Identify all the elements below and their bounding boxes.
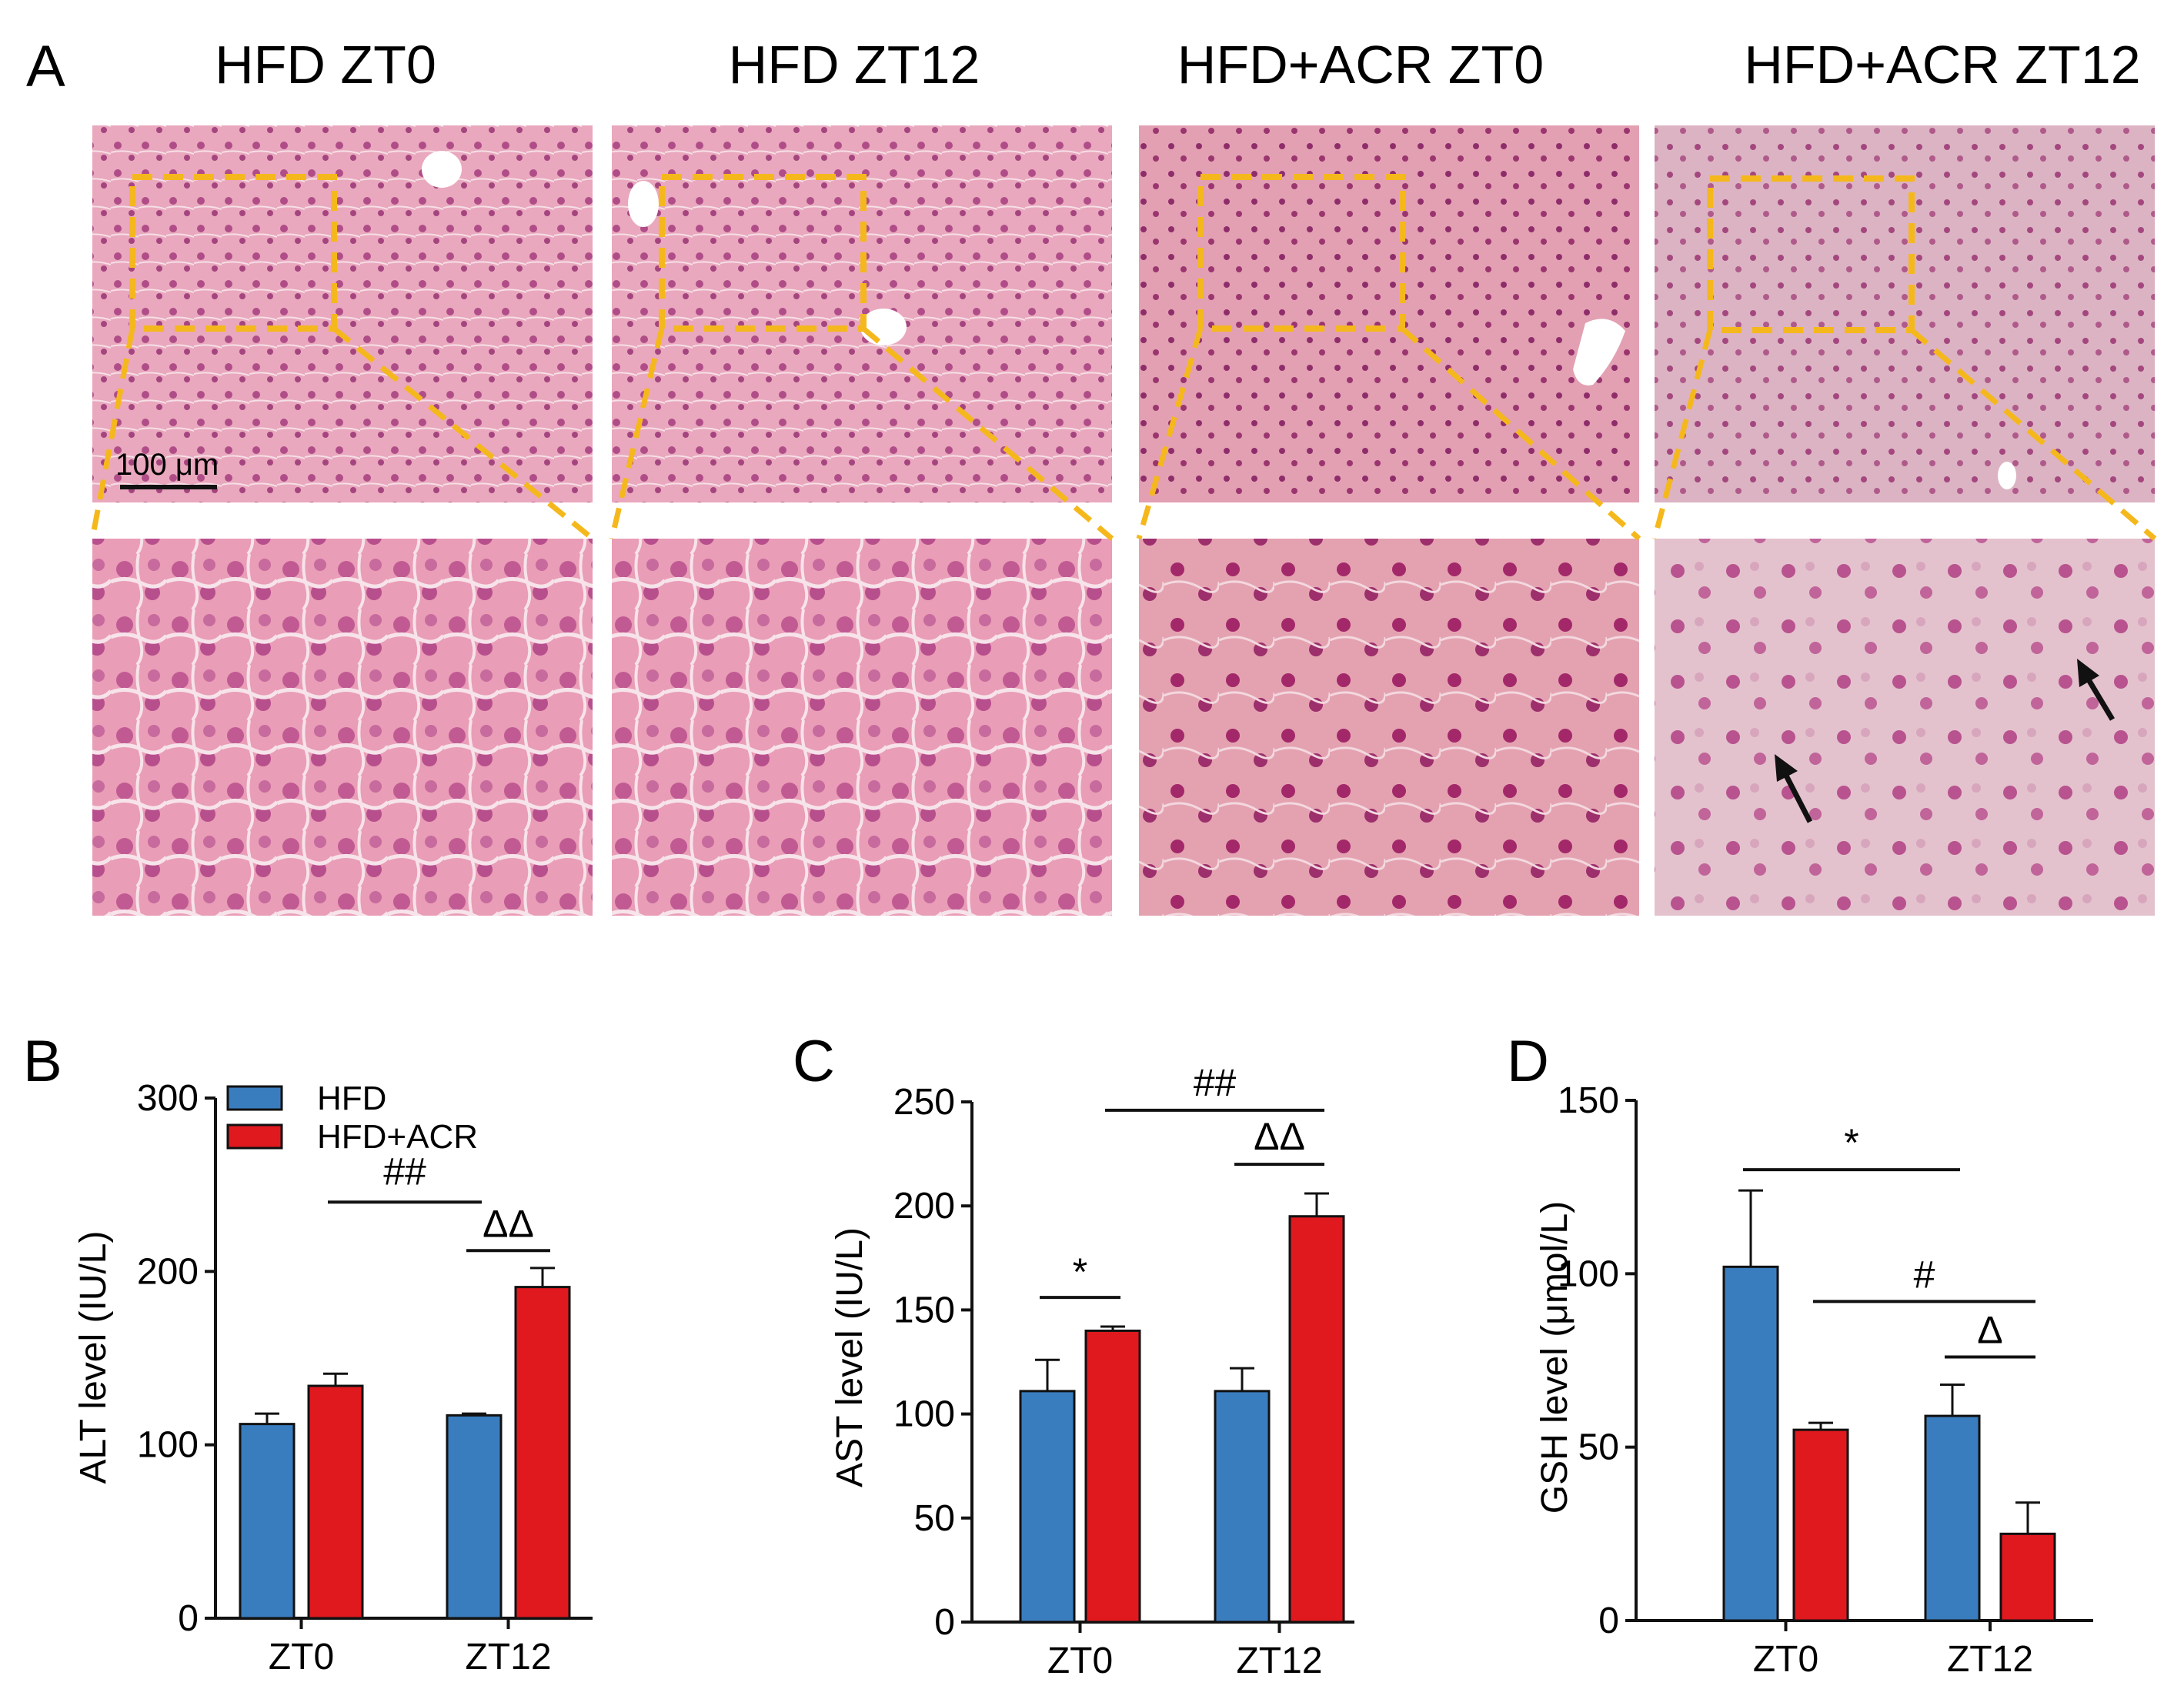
arrow-marker [2077, 659, 2116, 721]
legend-swatch-acr [226, 1123, 283, 1150]
arrow-marker [1775, 754, 1813, 823]
bar [1084, 1329, 1141, 1624]
micrograph-high-mag-3 [1139, 539, 1639, 916]
zoom-connector-right-1 [332, 326, 595, 541]
micrograph-column-4 [1651, 125, 2157, 916]
column-title-3: HFD+ACR ZT0 [1177, 35, 1544, 95]
vessel-lumen [860, 309, 907, 345]
bar [1999, 1532, 2056, 1622]
column-title-4: HFD+ACR ZT12 [1744, 35, 2140, 95]
y-axis-label: AST level (IU/L) [830, 1227, 870, 1487]
y-axis-label: GSH level (μmol/L) [1534, 1201, 1575, 1514]
y-tick-label: 300 [137, 1078, 199, 1119]
alt-chart: 0 100 200 300 ZT0 ZT12 ## ΔΔ [137, 1078, 593, 1677]
zoom-box-2 [659, 174, 867, 332]
x-tick-label: ZT0 [269, 1637, 334, 1677]
y-tick-label: 0 [1598, 1601, 1619, 1641]
legend-label-hfd: HFD [317, 1080, 386, 1117]
x-tick-label: ZT12 [465, 1637, 551, 1677]
y-axis-label: ALT level (IU/L) [73, 1231, 114, 1484]
scale-bar-label: 100 μm [115, 448, 219, 482]
legend: HFD HFD+ACR [226, 1080, 478, 1156]
y-tick-label: 0 [934, 1602, 955, 1643]
y-tick-label: 200 [137, 1251, 199, 1292]
zoom-connector-right-3 [1400, 326, 1641, 541]
zoom-connector-left-3 [1136, 328, 1204, 539]
bar [307, 1384, 364, 1620]
panel-b: B ALT level (IU/L) HFD HFD+ACR 0 100 200 30… [23, 1029, 593, 1677]
y-tick-label: 200 [893, 1186, 955, 1227]
micrograph-column-3 [1136, 125, 1641, 916]
significance-label: Δ [1977, 1308, 2002, 1351]
bar [1214, 1390, 1271, 1624]
y-tick-label: 100 [1558, 1253, 1619, 1294]
zoom-connector-left-1 [89, 328, 135, 539]
micrograph-column-1: 100 μm [89, 125, 595, 916]
y-tick-label: 0 [178, 1598, 199, 1639]
micrograph-high-mag-2 [612, 539, 1112, 916]
y-tick-label: 100 [137, 1425, 199, 1466]
zoom-connector-right-2 [861, 326, 1114, 541]
panel-a-label: A [26, 34, 65, 99]
bar [1792, 1428, 1849, 1622]
significance-label: ## [1194, 1061, 1237, 1104]
panel-c-label: C [793, 1029, 835, 1094]
bar [1288, 1215, 1345, 1624]
x-tick-label: ZT12 [1947, 1639, 2033, 1680]
y-tick-label: 150 [1558, 1080, 1619, 1121]
zoom-box-1 [129, 174, 337, 332]
panel-a: A HFD ZT0 HFD ZT12 HFD+ACR ZT0 HFD+ACR Z… [26, 34, 2157, 916]
bar [446, 1414, 503, 1620]
bar [1924, 1414, 1981, 1622]
y-tick-label: 50 [1578, 1427, 1619, 1468]
micrograph-column-2 [609, 125, 1114, 916]
micrograph-high-mag-1 [92, 539, 593, 916]
bar [514, 1286, 571, 1620]
zoom-connector-right-4 [1909, 328, 2157, 541]
panel-d: D GSH level (μmol/L) 0 50 100 150 ZT0 ZT12 * # Δ [1507, 1029, 2093, 1680]
significance-label: * [1073, 1250, 1087, 1293]
gsh-chart: 0 50 100 150 ZT0 ZT12 * # Δ [1558, 1080, 2093, 1680]
y-tick-label: 100 [893, 1394, 955, 1435]
legend-label-acr: HFD+ACR [317, 1118, 478, 1156]
micrograph-low-mag-3 [1139, 125, 1639, 502]
y-tick-label: 150 [893, 1290, 955, 1330]
bar [1722, 1265, 1779, 1622]
zoom-box-3 [1197, 174, 1405, 332]
vessel-lumen [1573, 319, 1625, 386]
y-tick-label: 50 [914, 1498, 955, 1539]
panel-d-label: D [1507, 1029, 1549, 1094]
column-title-2: HFD ZT12 [729, 35, 980, 95]
column-title-1: HFD ZT0 [215, 35, 436, 95]
x-tick-label: ZT0 [1753, 1639, 1818, 1680]
significance-label: # [1914, 1253, 1935, 1296]
vessel-lumen [422, 151, 462, 188]
micrograph-low-mag-4 [1655, 125, 2155, 502]
x-tick-label: ZT12 [1236, 1641, 1322, 1681]
y-tick-label: 250 [893, 1082, 955, 1123]
significance-label: ΔΔ [1254, 1115, 1305, 1158]
panel-c: C AST level (IU/L) 0 50 100 150 200 250 ZT0 ZT1… [793, 1029, 1354, 1681]
ast-chart: 0 50 100 150 200 250 ZT0 ZT12 * ## ΔΔ [893, 1061, 1354, 1681]
zoom-connector-left-4 [1651, 329, 1713, 539]
significance-label: ΔΔ [483, 1202, 534, 1245]
bar [1019, 1390, 1076, 1624]
significance-label: ## [383, 1150, 426, 1193]
bar [239, 1423, 296, 1620]
significance-label: * [1844, 1121, 1858, 1164]
zoom-box-4 [1707, 175, 1915, 333]
zoom-connector-left-2 [609, 328, 665, 539]
legend-swatch-hfd [226, 1085, 283, 1111]
panel-b-label: B [23, 1029, 62, 1094]
x-tick-label: ZT0 [1047, 1641, 1113, 1681]
vessel-lumen [1998, 462, 2016, 489]
micrograph-high-mag-4 [1655, 539, 2155, 916]
micrograph-low-mag-1 [92, 125, 593, 502]
vessel-lumen [628, 181, 659, 227]
